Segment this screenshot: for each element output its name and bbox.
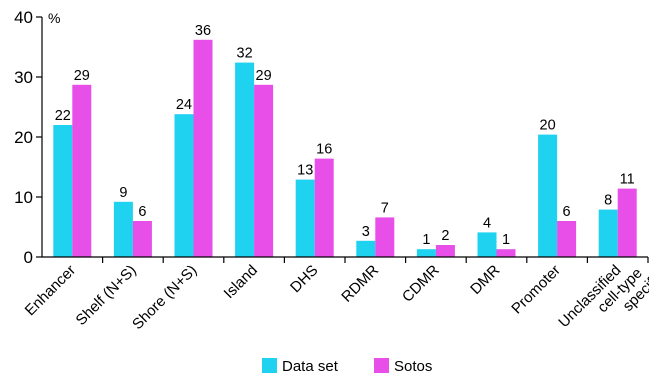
data-label: 22 — [55, 108, 71, 124]
data-label: 11 — [620, 172, 635, 188]
data-label: 24 — [176, 97, 192, 113]
bar-dataset — [598, 209, 618, 257]
bar-sotos — [72, 84, 92, 257]
legend-swatch — [374, 358, 389, 373]
x-tick-label: Shore (N+S) — [129, 262, 200, 333]
bar-sotos — [496, 249, 516, 257]
legend-swatch — [262, 358, 277, 373]
data-label: 1 — [422, 232, 430, 248]
data-label: 16 — [316, 142, 332, 158]
bar-sotos — [254, 84, 274, 257]
bar-sotos — [557, 221, 577, 257]
bar-sotos — [132, 221, 152, 257]
bar-dataset — [416, 249, 436, 257]
bar-sotos — [193, 39, 213, 257]
data-label: 6 — [563, 204, 571, 220]
data-label: 8 — [604, 193, 612, 209]
data-label: 6 — [138, 204, 146, 220]
y-tick-label: 30 — [14, 68, 33, 87]
data-label: 13 — [297, 163, 313, 179]
x-tick-label: DMR — [467, 262, 503, 298]
bar-sotos — [314, 158, 334, 257]
data-label: 1 — [502, 232, 510, 248]
y-unit-label: % — [48, 10, 60, 26]
bar-sotos — [375, 217, 395, 257]
bar-dataset — [113, 201, 133, 257]
x-tick-label: DHS — [287, 262, 321, 296]
y-tick-label: 40 — [14, 8, 33, 27]
legend-label: Data set — [282, 358, 339, 375]
data-label: 29 — [256, 68, 272, 84]
data-label: 3 — [362, 224, 370, 240]
data-label: 29 — [74, 68, 90, 84]
x-tick-label: Unclassifiedcell-typespecific — [555, 243, 649, 355]
y-axis: 0 10 20 30 40% — [14, 8, 60, 267]
bar-sotos — [435, 245, 455, 257]
y-tick-label: 0 — [24, 248, 33, 267]
bar-dataset — [174, 114, 194, 257]
x-tick-label: Promoter — [508, 262, 564, 318]
bar-sotos — [617, 188, 637, 257]
y-tick-label: 20 — [14, 128, 33, 147]
legend: Data set Sotos — [262, 358, 432, 375]
x-tick-label: Shelf (N+S) — [73, 262, 140, 329]
x-tick-label: RDMR — [338, 262, 382, 306]
y-tick-label: 10 — [14, 188, 33, 207]
x-tick-label: CDMR — [399, 262, 443, 306]
bar-dataset — [53, 125, 73, 257]
data-label: 2 — [441, 228, 449, 244]
bar-dataset — [477, 232, 497, 257]
x-tick-label: Island — [221, 262, 261, 302]
bar-dataset — [356, 240, 376, 257]
data-label: 7 — [381, 200, 389, 216]
x-tick-label: Enhancer — [22, 262, 79, 319]
bar-dataset — [538, 134, 558, 257]
data-label: 9 — [119, 185, 127, 201]
data-label: 20 — [540, 118, 556, 134]
bar-dataset — [295, 179, 315, 257]
data-label: 32 — [237, 46, 253, 62]
legend-label: Sotos — [394, 358, 432, 375]
data-label: 4 — [483, 215, 491, 231]
bar-dataset — [235, 62, 255, 257]
data-label: 36 — [195, 23, 211, 39]
